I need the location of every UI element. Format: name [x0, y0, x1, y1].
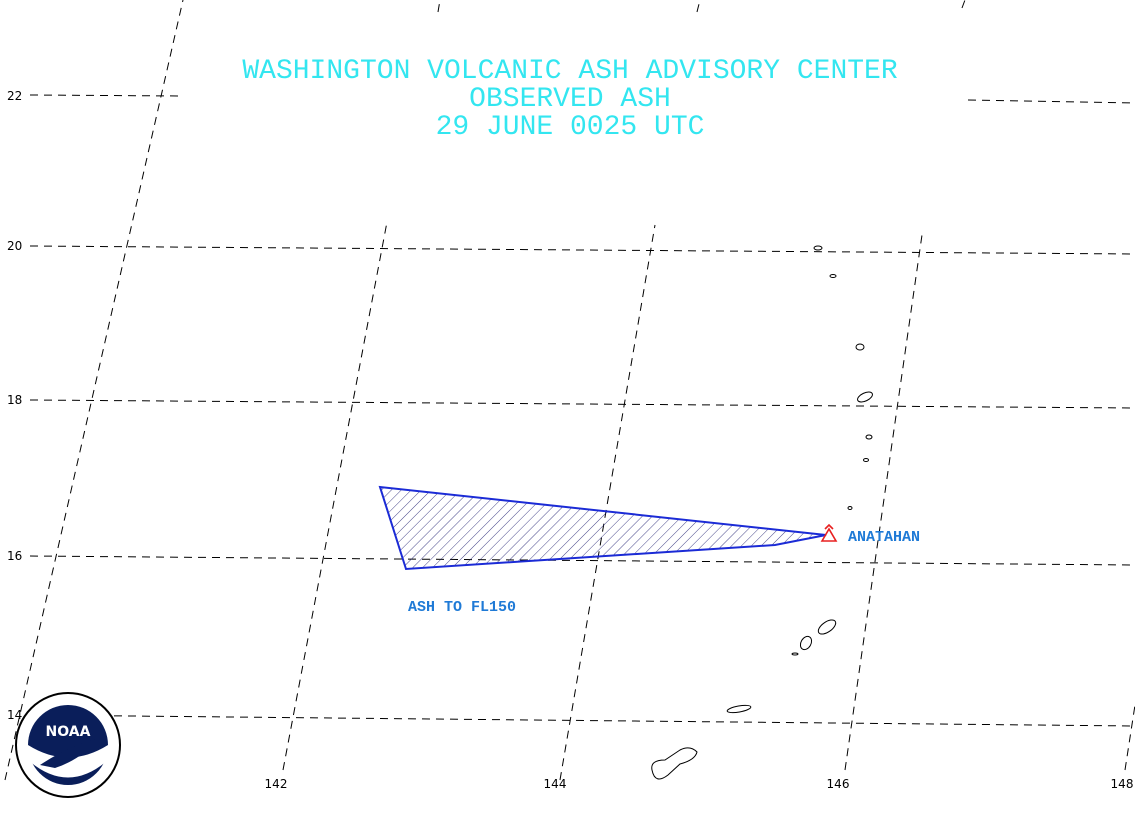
grid [4, 0, 1135, 781]
ash-label: ASH TO FL150 [408, 599, 516, 616]
longitude-label: 144 [544, 777, 567, 791]
latitude-label: 14 [7, 708, 22, 722]
islands [651, 245, 873, 780]
latitude-label: 20 [7, 239, 22, 253]
title-line: OBSERVED ASH [469, 84, 671, 115]
latitude-label: 16 [7, 549, 22, 563]
logo-text: NOAA [46, 724, 91, 740]
logo: NOAA [15, 692, 121, 798]
latitude-label: 22 [7, 89, 22, 103]
volcano-label: ANATAHAN [848, 529, 920, 546]
latitude-label: 18 [7, 393, 22, 407]
longitude-label: 142 [265, 777, 288, 791]
volcano-icon [820, 523, 838, 542]
longitude-label: 146 [827, 777, 850, 791]
ash-area [378, 485, 827, 571]
title-line: 29 JUNE 0025 UTC [436, 112, 705, 143]
title-line: WASHINGTON VOLCANIC ASH ADVISORY CENTER [242, 56, 898, 87]
longitude-label: 148 [1111, 777, 1134, 791]
